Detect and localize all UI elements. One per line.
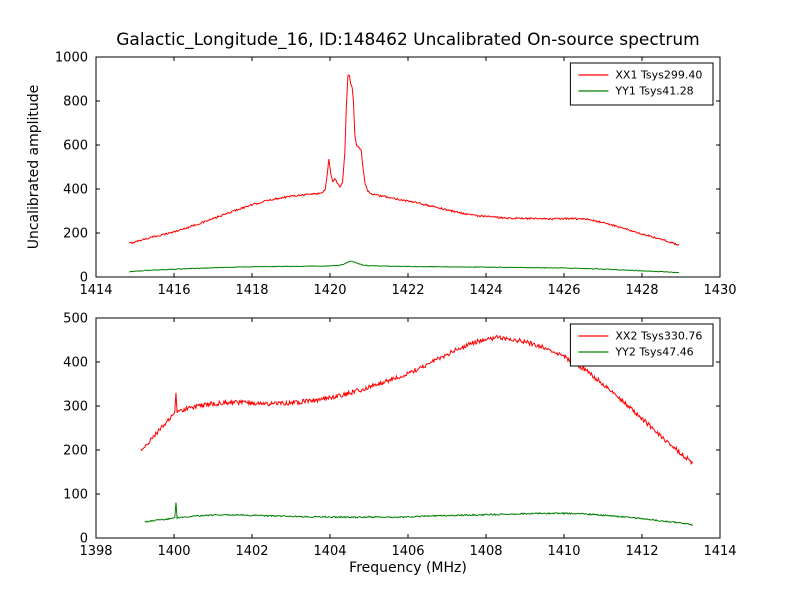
series-line-yy2 [144, 502, 693, 527]
x-axis-label: Frequency (MHz) [349, 560, 467, 576]
x-tick-label: 1430 [703, 283, 736, 298]
x-tick-label: 1406 [391, 544, 424, 559]
legend-box [569, 323, 714, 367]
figure-title: Galactic_Longitude_16, ID:148462 Uncalib… [116, 30, 700, 50]
y-ticks: 0 200 400 600 800 1000 [55, 51, 720, 286]
series-line-xx1 [128, 74, 680, 246]
series-line-xx2 [140, 334, 694, 466]
x-ticks: 1398 1400 1402 1404 1406 1408 1410 1412 1414 [79, 318, 737, 559]
x-tick-label: 1422 [391, 283, 424, 298]
legend-label: YY2 Tsys47.46 [614, 346, 693, 359]
y-tick-label: 600 [63, 139, 88, 154]
y-tick-label: 500 [63, 312, 88, 327]
y-tick-label: 100 [63, 488, 88, 503]
legend-label: YY1 Tsys41.28 [614, 85, 693, 98]
x-tick-label: 1404 [313, 544, 346, 559]
x-tick-label: 1408 [469, 544, 502, 559]
x-ticks: 1414 1416 1418 1420 1422 1424 1426 1428 1430 [79, 57, 737, 298]
subplot-2: 1398 1400 1402 1404 1406 1408 1410 1412 1414 0 100… [63, 312, 736, 560]
y-ticks: 0 100 200 300 400 500 [63, 312, 720, 547]
x-tick-label: 1424 [469, 283, 502, 298]
y-axis-label: Uncalibrated amplitude [26, 84, 42, 250]
x-tick-label: 1416 [157, 283, 190, 298]
x-tick-label: 1414 [703, 544, 736, 559]
x-tick-label: 1420 [313, 283, 346, 298]
y-tick-label: 200 [63, 227, 88, 242]
subplot-1: 1414 1416 1418 1420 1422 1424 1426 1428 1430 0 200… [55, 51, 737, 299]
legend: XX1 Tsys299.40 YY1 Tsys41.28 [569, 62, 714, 106]
x-tick-label: 1402 [235, 544, 268, 559]
legend: XX2 Tsys330.76 YY2 Tsys47.46 [569, 323, 714, 367]
series-line-yy1 [129, 260, 680, 274]
y-tick-label: 200 [63, 444, 88, 459]
y-tick-label: 1000 [55, 51, 88, 66]
legend-box [569, 62, 714, 106]
legend-label: XX2 Tsys330.76 [615, 330, 702, 343]
x-tick-label: 1410 [547, 544, 580, 559]
y-tick-label: 400 [63, 356, 88, 371]
x-tick-label: 1428 [625, 283, 658, 298]
y-tick-label: 0 [80, 532, 88, 547]
legend-label: XX1 Tsys299.40 [615, 69, 702, 82]
y-tick-label: 800 [63, 95, 88, 110]
x-tick-label: 1412 [625, 544, 658, 559]
y-tick-label: 400 [63, 183, 88, 198]
x-tick-label: 1426 [547, 283, 580, 298]
x-tick-label: 1418 [235, 283, 268, 298]
y-tick-label: 0 [80, 271, 88, 286]
x-tick-label: 1400 [157, 544, 190, 559]
x-tick-label: 1414 [79, 283, 112, 298]
x-tick-label: 1398 [79, 544, 112, 559]
y-tick-label: 300 [63, 400, 88, 415]
